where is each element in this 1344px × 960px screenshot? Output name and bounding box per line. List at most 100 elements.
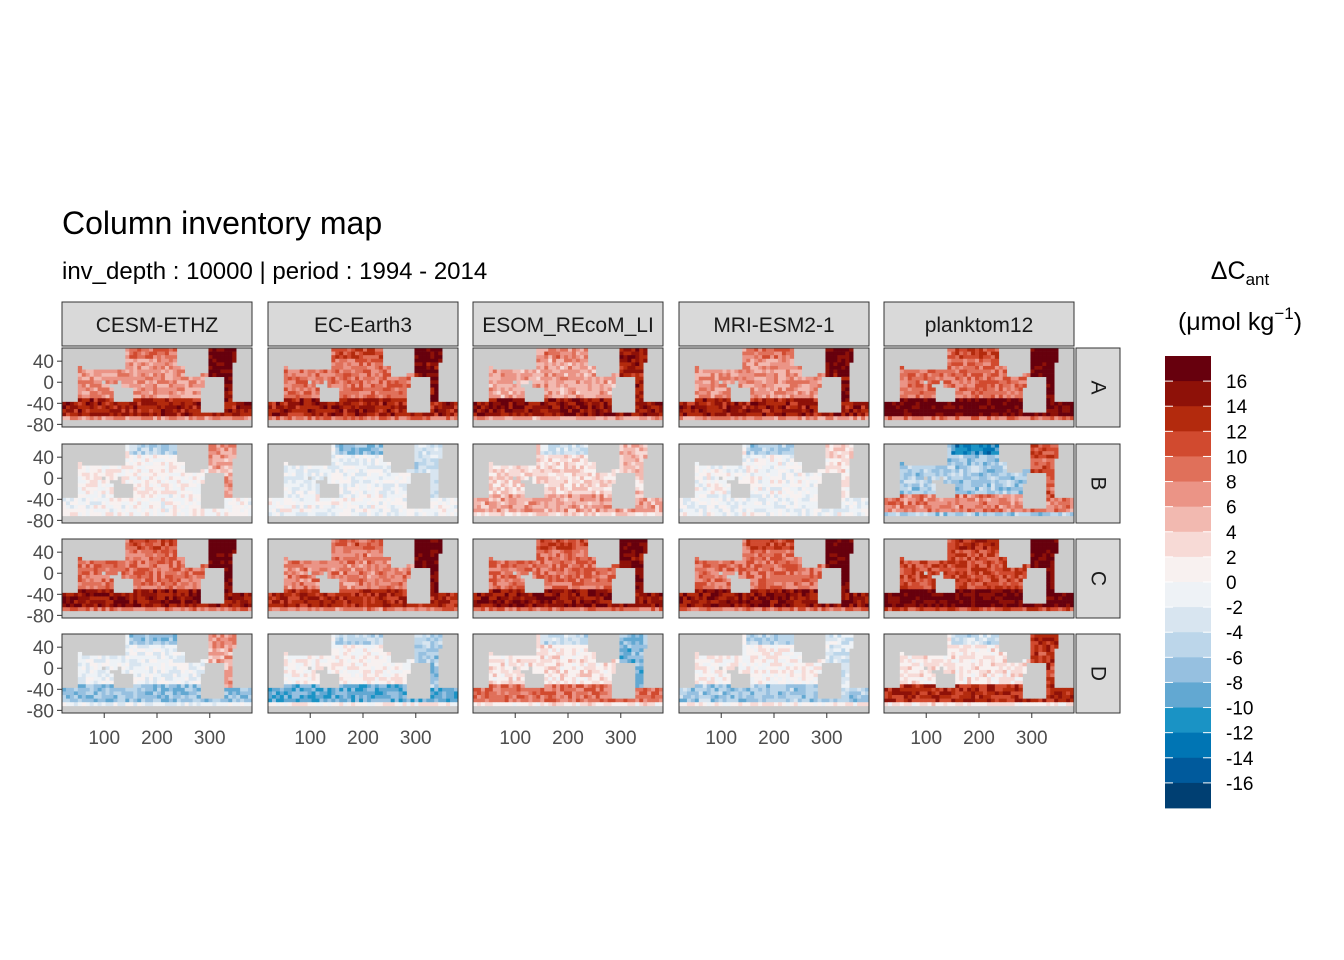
map-cell <box>303 401 308 406</box>
map-cell <box>406 508 411 513</box>
map-cell <box>1034 412 1039 417</box>
map-cell <box>492 373 498 378</box>
map-cell <box>228 409 233 413</box>
map-cell <box>536 497 541 502</box>
map-cell <box>93 512 98 517</box>
map-cell <box>406 472 411 477</box>
map-cell <box>1038 373 1043 378</box>
map-cell <box>303 505 308 509</box>
map-cell <box>335 348 340 352</box>
map-cell <box>188 501 193 506</box>
map-cell <box>323 505 328 509</box>
map-cell <box>911 398 916 403</box>
map-cell <box>540 412 545 417</box>
map-cell <box>157 398 162 403</box>
map-cell <box>378 505 384 509</box>
map-cell <box>548 472 553 477</box>
map-cell <box>196 501 201 506</box>
map-cell <box>994 358 1000 363</box>
map-cell <box>781 416 787 421</box>
map-cell <box>706 405 711 410</box>
map-cell <box>105 409 110 413</box>
map-cell <box>438 348 443 352</box>
map-cell <box>224 405 229 410</box>
map-cell <box>307 479 312 484</box>
map-cell <box>560 412 565 417</box>
map-cell <box>955 387 960 392</box>
map-cell <box>492 398 498 403</box>
map-cell <box>347 447 352 452</box>
map-cell <box>694 391 700 395</box>
map-cell <box>568 380 573 385</box>
map-cell <box>370 469 376 474</box>
map-cell <box>722 412 727 417</box>
map-cell <box>101 487 106 491</box>
map-cell <box>454 501 459 506</box>
map-cell <box>327 376 332 381</box>
map-cell <box>307 412 312 417</box>
map-cell <box>160 479 166 484</box>
map-cell <box>927 405 932 410</box>
map-cell <box>101 469 106 474</box>
map-cell <box>718 383 723 388</box>
map-cell <box>208 351 213 356</box>
map-cell <box>355 465 360 470</box>
map-cell <box>386 398 392 403</box>
map-cell <box>347 508 352 513</box>
map-cell <box>394 409 399 413</box>
map-cell <box>560 451 565 456</box>
map-cell <box>492 465 498 470</box>
map-cell <box>512 472 517 477</box>
map-cell <box>319 512 324 517</box>
map-cell <box>587 380 593 385</box>
map-cell <box>153 476 158 481</box>
map-cell <box>793 398 799 403</box>
map-cell <box>635 465 640 470</box>
map-cell <box>915 391 920 395</box>
map-cell <box>643 508 648 513</box>
map-cell <box>303 476 308 481</box>
map-cell <box>726 394 731 399</box>
map-cell <box>374 512 380 517</box>
map-cell <box>1010 376 1015 381</box>
map-cell <box>607 394 612 399</box>
map-cell <box>208 355 213 360</box>
map-cell <box>532 383 537 388</box>
map-cell <box>512 412 517 417</box>
map-cell <box>488 383 494 388</box>
map-cell <box>176 412 182 417</box>
map-cell <box>781 376 787 381</box>
map-cell <box>508 483 513 488</box>
map-cell <box>426 465 431 470</box>
map-cell <box>355 369 360 374</box>
map-cell <box>907 401 913 406</box>
map-cell <box>343 497 348 502</box>
map-cell <box>504 380 509 385</box>
map-cell <box>145 505 150 509</box>
map-cell <box>651 501 656 506</box>
map-cell <box>398 512 403 517</box>
map-cell <box>907 412 913 417</box>
map-cell <box>623 348 628 352</box>
map-cell <box>564 483 569 488</box>
map-cell <box>176 497 182 502</box>
map-cell <box>702 369 708 374</box>
map-cell <box>438 497 443 502</box>
map-cell <box>714 412 719 417</box>
map-cell <box>643 505 648 509</box>
map-cell <box>366 376 372 381</box>
map-cell <box>508 487 513 491</box>
map-cell <box>168 358 174 363</box>
map-cell <box>560 487 565 491</box>
map-cell <box>496 376 502 381</box>
map-cell <box>488 369 494 374</box>
map-cell <box>919 394 924 399</box>
map-cell <box>299 465 304 470</box>
map-cell <box>73 512 79 517</box>
map-cell <box>734 416 739 421</box>
map-cell <box>785 401 791 406</box>
map-cell <box>283 383 289 388</box>
map-cell <box>777 409 783 413</box>
map-cell <box>363 365 368 370</box>
map-cell <box>718 376 723 381</box>
